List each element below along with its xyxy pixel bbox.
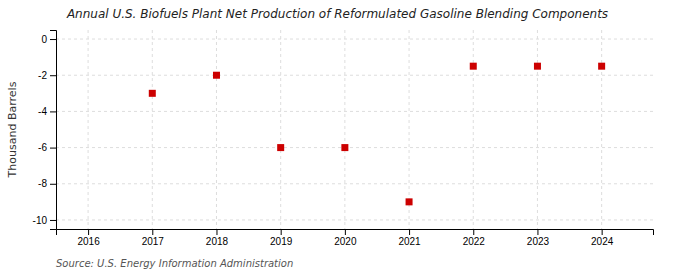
grid-line-y (56, 39, 653, 40)
tick-label: 2017 (142, 236, 165, 247)
square-marker (534, 63, 541, 70)
tick-mark (50, 39, 56, 40)
tick: 2020 (334, 229, 357, 247)
tick-label: -6 (38, 142, 47, 153)
tick: -2 (38, 70, 56, 81)
tick-mark (537, 229, 538, 235)
y-axis: 0 -2 -4 -6 -8 -10 (33, 31, 57, 230)
square-marker (406, 198, 413, 205)
square-marker (277, 144, 284, 151)
tick: -8 (38, 178, 56, 189)
grid-line-x (216, 30, 217, 229)
y-axis-label: Thousand Barrels (6, 81, 19, 178)
axis-line (50, 31, 57, 230)
tick: -6 (38, 142, 56, 153)
title: Annual U.S. Biofuels Plant Net Productio… (66, 7, 608, 21)
axis-line (57, 230, 654, 236)
tick-mark (602, 229, 603, 235)
tick-mark (345, 229, 346, 235)
tick: -10 (33, 215, 56, 226)
grid-line-x (601, 30, 602, 229)
tick-mark (50, 148, 56, 149)
tick: 2021 (398, 229, 421, 247)
points (149, 63, 605, 206)
tick-label: 2019 (270, 236, 293, 247)
tick: 2016 (77, 229, 100, 247)
tick-label: -2 (38, 70, 47, 81)
tick: 2019 (270, 229, 293, 247)
square-marker (341, 144, 348, 151)
tick-label: -8 (38, 178, 47, 189)
grid-line-x (152, 30, 153, 229)
square-marker (470, 63, 477, 70)
tick-label: -4 (38, 106, 47, 117)
tick: 0 (41, 34, 56, 45)
tick: 2024 (591, 229, 614, 247)
plot-area: 2016 2017 2018 2019 2020 2021 2022 2023 2024 0 -2 -… (33, 30, 654, 247)
tick-mark (50, 220, 56, 221)
grid-line-x (473, 30, 474, 229)
annotation: Source: U.S. Energy Information Administ… (56, 258, 293, 269)
grid-line-x (280, 30, 281, 229)
grid-line-x (537, 30, 538, 229)
tick-label: 2018 (206, 236, 229, 247)
grid-line-y (56, 147, 653, 148)
tick: 2017 (142, 229, 165, 247)
tick: -4 (38, 106, 56, 117)
square-marker (598, 63, 605, 70)
tick-mark (50, 184, 56, 185)
tick: 2023 (527, 229, 550, 247)
tick-mark (152, 229, 153, 235)
grid (56, 30, 653, 229)
tick-label: 0 (41, 34, 47, 45)
grid-line-x (344, 30, 345, 229)
tick-label: 2016 (77, 236, 100, 247)
tick-mark (473, 229, 474, 235)
tick-label: 2023 (527, 236, 550, 247)
x-axis: 2016 2017 2018 2019 2020 2021 2022 2023 2024 (57, 229, 654, 247)
tick: 2022 (463, 229, 486, 247)
tick-label: -10 (33, 215, 48, 226)
grid-line-x (88, 30, 89, 229)
tick-mark (216, 229, 217, 235)
tick: 2018 (206, 229, 229, 247)
square-marker (149, 90, 156, 97)
chart: 2016 2017 2018 2019 2020 2021 2022 2023 2024 0 -2 -… (0, 0, 675, 275)
tick-label: 2021 (398, 236, 421, 247)
tick-mark (50, 75, 56, 76)
tick-label: 2024 (591, 236, 614, 247)
tick-mark (409, 229, 410, 235)
grid-line-y (56, 219, 653, 220)
grid-line-y (56, 75, 653, 76)
grid-line-y (56, 111, 653, 112)
tick-mark (88, 229, 89, 235)
tick-mark (50, 111, 56, 112)
grid-line-y (56, 183, 653, 184)
tick-label: 2022 (463, 236, 486, 247)
tick-mark (281, 229, 282, 235)
tick-label: 2020 (334, 236, 357, 247)
square-marker (213, 72, 220, 79)
